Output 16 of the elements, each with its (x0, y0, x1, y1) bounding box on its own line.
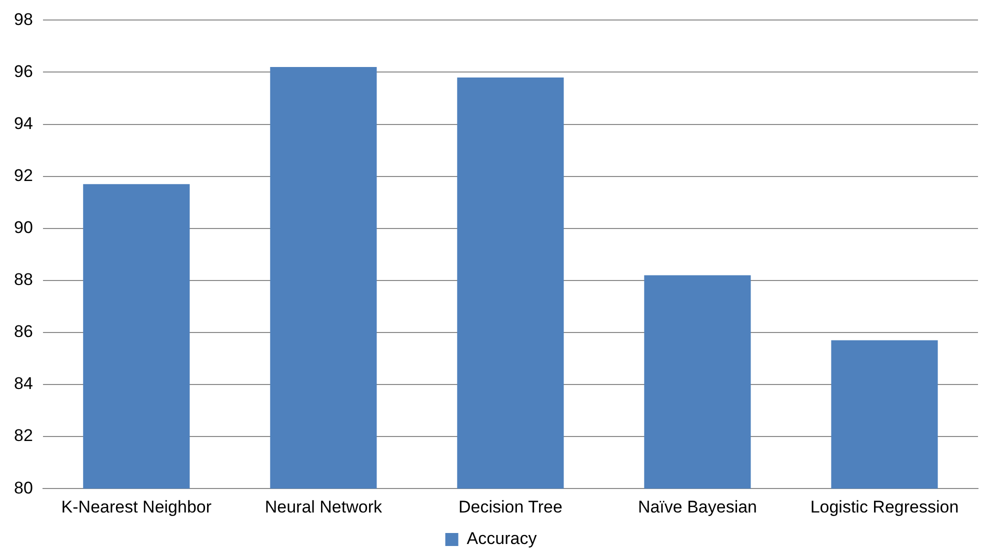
y-tick-label: 82 (14, 426, 33, 446)
legend-label: Accuracy (466, 529, 538, 548)
y-tick-label: 92 (14, 166, 33, 186)
y-tick-label: 80 (14, 478, 33, 498)
x-tick-label: Decision Tree (458, 497, 562, 516)
x-tick-label: Neural Network (264, 497, 383, 516)
y-tick-label: 84 (14, 374, 33, 394)
y-tick-label: 96 (14, 62, 33, 81)
x-tick-label: K-Nearest Neighbor (61, 497, 212, 516)
y-tick-label: 86 (14, 322, 33, 342)
y-tick-label: 88 (14, 270, 33, 290)
y-tick-label: 98 (14, 10, 33, 29)
x-tick-label: Logistic Regression (810, 497, 959, 516)
x-tick-label: Naïve Bayesian (638, 497, 758, 516)
y-tick-label: 90 (14, 218, 33, 238)
y-tick-label: 94 (14, 114, 33, 133)
